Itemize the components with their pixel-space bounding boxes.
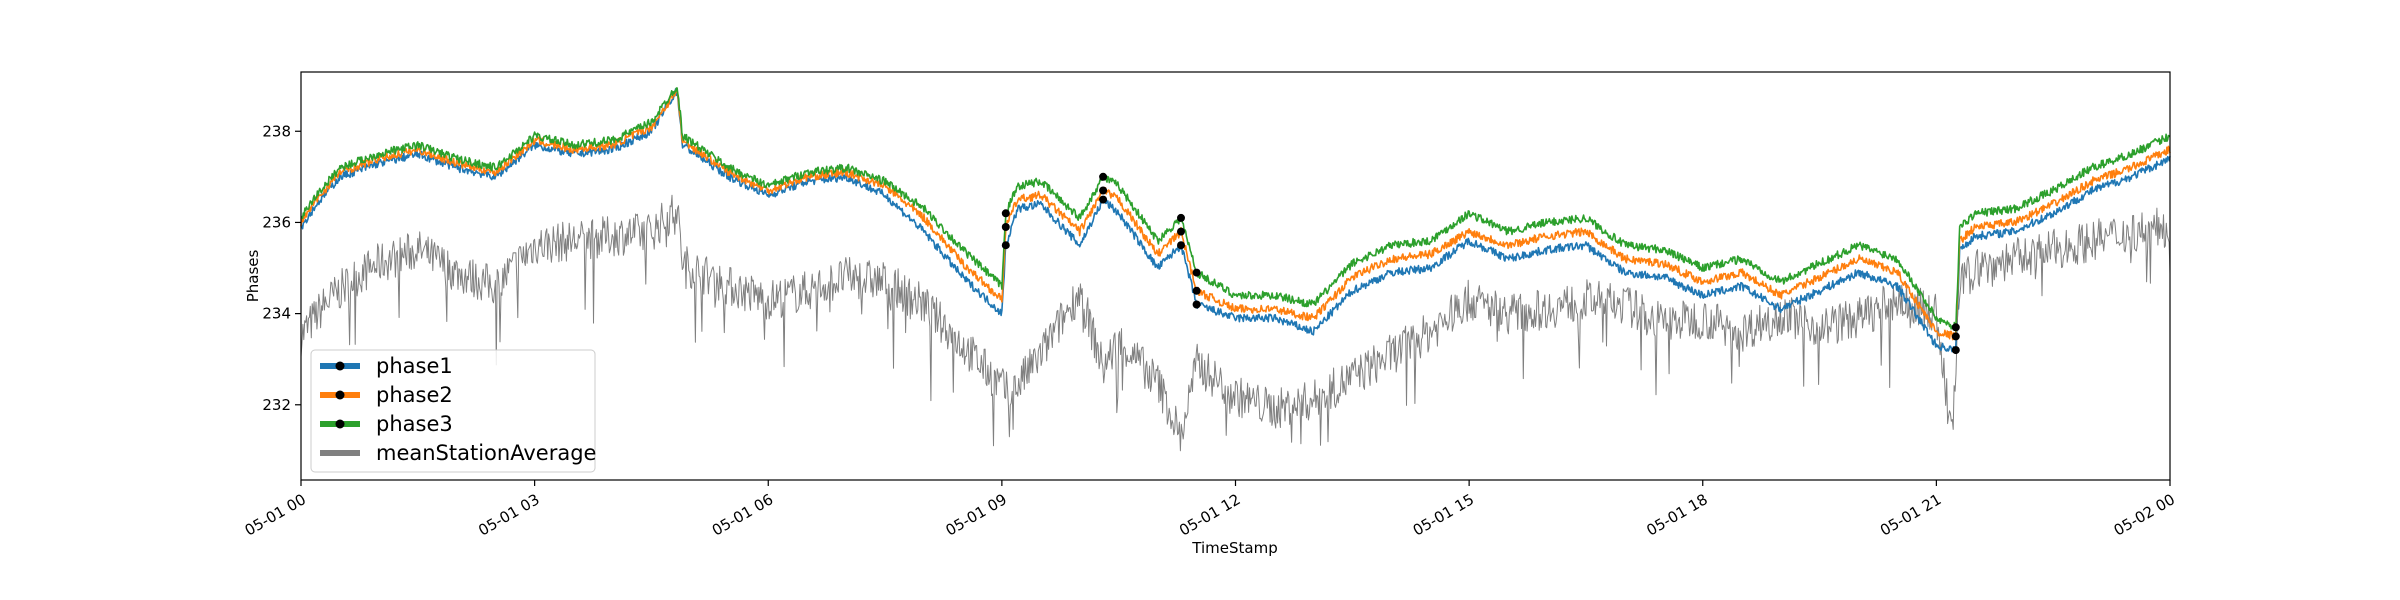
x-tick-label: 05-01 03 — [475, 490, 542, 539]
x-tick-label: 05-01 21 — [1877, 490, 1944, 539]
legend-marker — [335, 390, 345, 400]
x-tick-label: 05-01 15 — [1410, 490, 1477, 539]
x-axis: 05-01 00 05-01 03 05-01 06 05-01 09 05-01 12… — [242, 480, 2178, 540]
x-tick-label: 05-01 06 — [709, 490, 776, 539]
x-axis-label: TimeStamp — [1191, 539, 1277, 557]
data-point-marker-phase2 — [1951, 332, 1960, 341]
data-point-marker-phase3 — [1951, 323, 1960, 332]
legend-label-phase3: phase3 — [376, 412, 453, 436]
y-tick-label: 238 — [262, 122, 291, 140]
series-line-phase2 — [300, 89, 2171, 341]
series-line-phase1 — [300, 88, 2171, 353]
data-point-marker-phase1 — [1951, 346, 1960, 355]
data-point-marker-phase2 — [1099, 186, 1108, 195]
data-point-marker-phase3 — [1099, 172, 1108, 181]
x-tick-label: 05-01 00 — [242, 490, 309, 539]
data-point-marker-phase1 — [1192, 300, 1201, 309]
data-point-marker-phase3 — [1177, 213, 1185, 222]
x-tick-label: 05-01 12 — [1176, 490, 1243, 539]
x-tick-label: 05-02 00 — [2111, 490, 2178, 539]
series-line-meanStationAverage — [300, 194, 2171, 452]
legend-label-phase1: phase1 — [376, 354, 453, 378]
legend-label-phase2: phase2 — [376, 383, 453, 407]
data-point-marker-phase2 — [1192, 286, 1201, 295]
legend-marker — [335, 361, 345, 371]
series-layer — [300, 87, 2171, 452]
data-point-marker-phase3 — [1001, 209, 1010, 218]
series-line-phase3 — [300, 87, 2171, 332]
y-axis-label: Phases — [244, 250, 262, 303]
y-axis: 232 234 236 238 — [262, 122, 301, 414]
data-point-marker-phase1 — [1177, 241, 1185, 250]
legend: phase1 phase2 phase3 meanStationAverage — [310, 349, 596, 473]
legend-label-meanStationAverage: meanStationAverage — [376, 441, 596, 465]
x-tick-label: 05-01 09 — [942, 490, 1009, 539]
legend-entries: phase1 phase2 phase3 meanStationAverage — [320, 354, 596, 465]
data-point-marker-phase2 — [1001, 223, 1010, 231]
legend-marker — [335, 419, 345, 429]
data-point-marker-phase3 — [1192, 268, 1201, 277]
legend-box — [310, 349, 596, 473]
data-point-marker-phase2 — [1177, 227, 1185, 236]
y-tick-label: 232 — [262, 396, 291, 414]
y-tick-label: 236 — [262, 213, 291, 231]
x-tick-label: 05-01 18 — [1643, 490, 1710, 539]
data-point-marker-phase1 — [1099, 195, 1108, 204]
data-point-marker-phase1 — [1001, 241, 1010, 250]
y-tick-label: 234 — [262, 305, 291, 323]
